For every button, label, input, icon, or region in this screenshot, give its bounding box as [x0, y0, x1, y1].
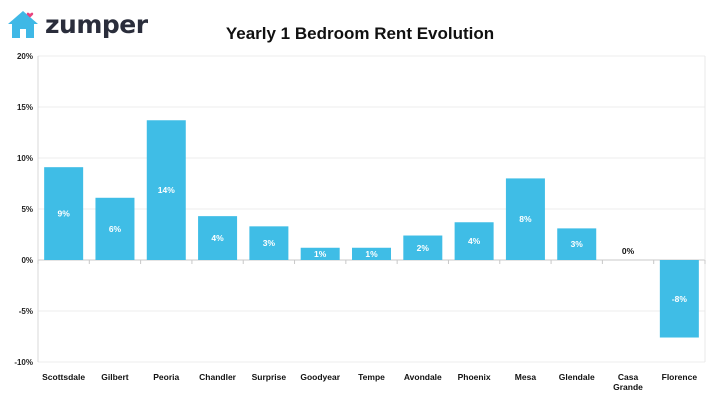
data-labels: 9% 6% 14% 4% 3% 1% 1% 2% 4% 8% 3% 0% -8%: [58, 185, 688, 304]
y-tick-label: 20%: [17, 52, 33, 61]
x-tick-label: Gilbert: [101, 372, 129, 382]
data-label: -8%: [672, 294, 688, 304]
data-label: 4%: [468, 236, 481, 246]
x-axis: Scottsdale Gilbert Peoria Chandler Surprise G…: [37, 260, 706, 392]
chart-title: Yearly 1 Bedroom Rent Evolution: [225, 24, 495, 43]
data-label: 4%: [211, 233, 224, 243]
y-tick-label: 15%: [17, 103, 33, 112]
bar: [557, 228, 597, 260]
bars: [44, 120, 699, 338]
x-tick-label: Grande: [613, 382, 643, 392]
data-label: 9%: [58, 209, 71, 219]
bar: [198, 216, 238, 260]
data-label: 1%: [365, 249, 378, 259]
data-label: 3%: [571, 239, 584, 249]
bar: [146, 120, 186, 260]
x-tick-label: Phoenix: [458, 372, 491, 382]
x-tick-label: Mesa: [515, 372, 537, 382]
bar: [505, 178, 545, 260]
data-label: 2%: [417, 243, 430, 253]
x-tick-label: Florence: [662, 372, 698, 382]
data-label: 14%: [158, 185, 175, 195]
bar: [352, 247, 391, 260]
y-tick-label: 0%: [21, 256, 33, 265]
y-axis: 20% 15% 10% 5% 0% -5% -10%: [14, 52, 706, 367]
bar: [44, 167, 84, 260]
data-label: 1%: [314, 249, 327, 259]
data-label: 0%: [622, 246, 635, 256]
x-tick-label: Glendale: [559, 372, 595, 382]
data-label: 8%: [519, 214, 532, 224]
x-tick-label: Avondale: [404, 372, 442, 382]
x-tick-label: Chandler: [199, 372, 237, 382]
brand-name: zumper: [45, 9, 148, 39]
x-tick-label: Peoria: [153, 372, 179, 382]
brand-logo: zumper: [6, 8, 148, 40]
x-tick-label: Surprise: [252, 372, 287, 382]
x-tick-label: Scottsdale: [42, 372, 85, 382]
y-tick-label: 5%: [21, 205, 33, 214]
data-label: 6%: [109, 224, 122, 234]
house-icon: [8, 11, 38, 38]
bar: [95, 197, 135, 260]
x-tick-label: Casa: [618, 372, 639, 382]
y-tick-label: 10%: [17, 154, 33, 163]
x-tick-label: Goodyear: [300, 372, 340, 382]
y-tick-label: -5%: [19, 307, 33, 316]
bar: [249, 226, 289, 260]
gridlines: [38, 55, 705, 363]
bar: [403, 235, 443, 260]
bar: [454, 222, 494, 260]
data-label: 3%: [263, 238, 276, 248]
bar: [659, 260, 699, 338]
bar: [300, 247, 340, 260]
y-tick-label: -10%: [14, 358, 33, 367]
x-tick-label: Tempe: [358, 372, 385, 382]
